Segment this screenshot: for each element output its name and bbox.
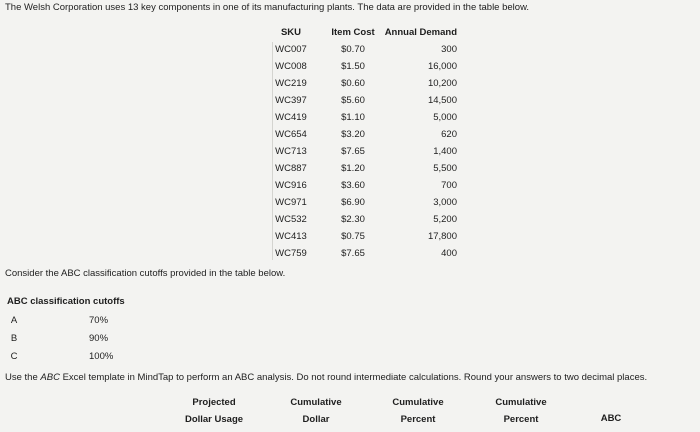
table-cell: WC008 [275, 61, 307, 72]
table-cell: $6.90 [341, 197, 365, 208]
table-cell: $5.60 [341, 95, 365, 106]
table-cell: $0.75 [341, 231, 365, 242]
column-header: Projected [192, 397, 236, 408]
table-cell: $1.50 [341, 61, 365, 72]
cutoff-class: A [10, 315, 18, 326]
table-cell: WC413 [275, 231, 307, 242]
column-header: Cumulative [495, 397, 547, 408]
table-cell: $3.20 [341, 129, 365, 140]
text: ABC [40, 372, 60, 383]
table-cell: 5,500 [433, 163, 457, 174]
table-cell: 16,000 [427, 61, 457, 72]
cutoff-value: 90% [89, 333, 109, 344]
text: Use the [5, 372, 41, 383]
column-header: ABC [600, 413, 622, 424]
column-header: Dollar Usage [184, 414, 244, 425]
table-cell: 400 [441, 248, 457, 259]
table-cell: WC759 [275, 248, 307, 259]
table-border [272, 42, 273, 260]
table-cell: WC713 [275, 146, 307, 157]
table-cell: $0.70 [341, 44, 365, 55]
table-cell: 10,200 [427, 78, 457, 89]
table-cell: 14,500 [427, 95, 457, 106]
table-cell: 700 [441, 180, 457, 191]
table-cell: 5,000 [433, 112, 457, 123]
table-cell: $2.30 [341, 214, 365, 225]
table-cell: $1.10 [341, 112, 365, 123]
cutoff-class: C [10, 351, 18, 362]
table-cell: WC971 [275, 197, 307, 208]
table-header: Item Cost [331, 27, 375, 38]
table-cell: $0.60 [341, 78, 365, 89]
table-cell: 300 [441, 44, 457, 55]
table-cell: WC219 [275, 78, 307, 89]
table-cell: WC887 [275, 163, 307, 174]
cutoff-value: 70% [89, 315, 109, 326]
cutoffs-intro: Consider the ABC classification cutoffs … [5, 268, 286, 279]
instruction: Use the ABC Excel template in MindTap to… [5, 372, 647, 384]
table-cell: 5,200 [433, 214, 457, 225]
table-cell: 17,800 [427, 231, 457, 242]
intro: The Welsh Corporation uses 13 key compon… [5, 2, 530, 13]
table-cell: 620 [441, 129, 457, 140]
cutoff-value: 100% [89, 351, 114, 362]
column-header: Cumulative [392, 397, 444, 408]
cutoffs-title: ABC classification cutoffs [7, 296, 125, 307]
table-cell: WC654 [275, 129, 307, 140]
column-header: Cumulative [290, 397, 342, 408]
table-cell: WC916 [275, 180, 307, 191]
table-header: SKU [280, 27, 302, 38]
column-header: Percent [503, 414, 539, 425]
table-cell: 1,400 [433, 146, 457, 157]
column-header: Percent [400, 414, 436, 425]
text: Excel template in MindTap to perform an … [59, 372, 648, 383]
table-cell: WC419 [275, 112, 307, 123]
table-cell: WC532 [275, 214, 307, 225]
table-cell: $3.60 [341, 180, 365, 191]
table-cell: WC007 [275, 44, 307, 55]
table-cell: WC397 [275, 95, 307, 106]
table-cell: $7.65 [341, 248, 365, 259]
table-cell: $1.20 [341, 163, 365, 174]
table-cell: 3,000 [433, 197, 457, 208]
cutoff-class: B [10, 333, 18, 344]
table-header: Annual Demand [384, 27, 457, 38]
column-header: Dollar [302, 414, 330, 425]
table-cell: $7.65 [341, 146, 365, 157]
